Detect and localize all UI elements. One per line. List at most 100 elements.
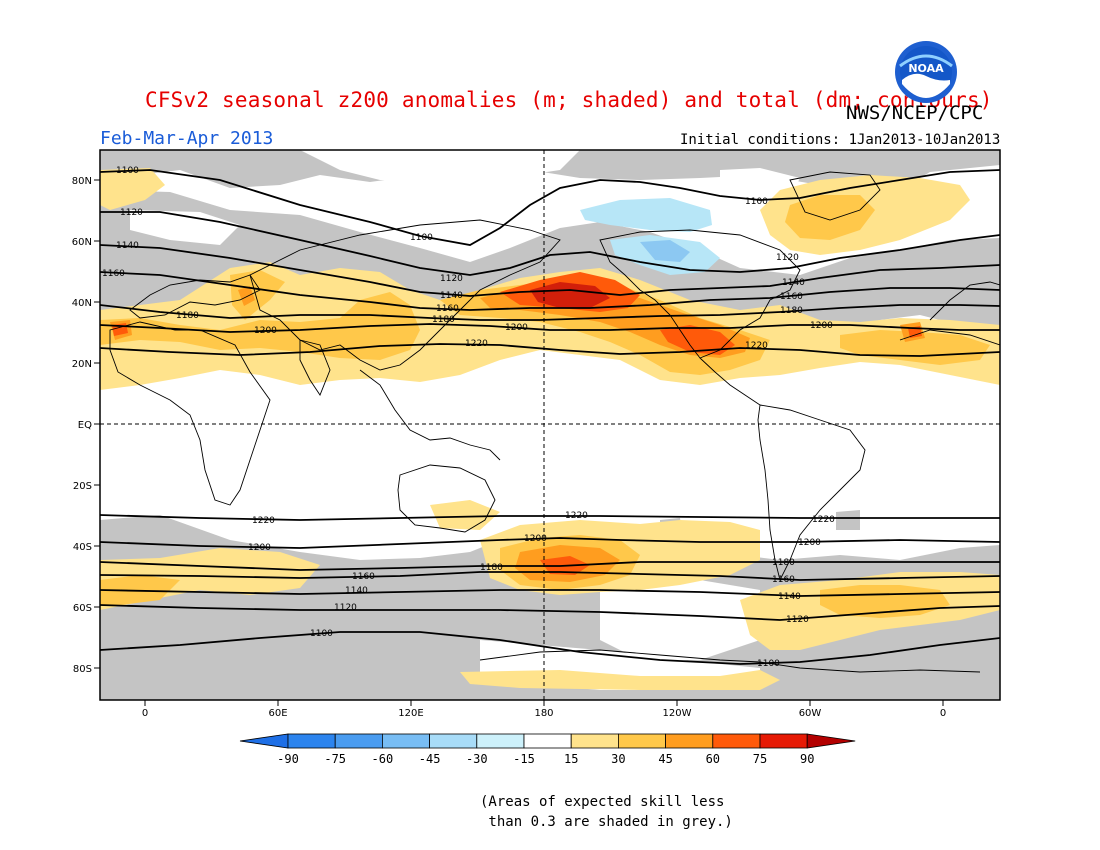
coastlines — [109, 171, 1000, 673]
contour-label: 1140 — [345, 586, 368, 596]
contour-label: 1220 — [465, 339, 488, 349]
legend-swatch — [429, 733, 478, 749]
contour-label: 1180 — [480, 563, 503, 573]
legend-swatch — [381, 733, 430, 749]
contour-1180-sh — [100, 561, 1000, 571]
contour-label: 1200 — [248, 543, 271, 553]
legend-tick-label: -30 — [466, 752, 488, 766]
legend-tick-label: -75 — [324, 752, 346, 766]
contour-label: 1140 — [116, 241, 139, 251]
contour-label: 1220 — [252, 516, 275, 526]
map-plot-area — [100, 150, 1000, 700]
contour-label: 1180 — [780, 306, 803, 316]
legend-swatch — [618, 733, 667, 749]
africa-outline — [109, 321, 271, 506]
latitude-axis: 80N 60N 40N 20N EQ 20S 40S 60S 80S — [72, 176, 100, 675]
contour-label: 1180 — [772, 558, 795, 568]
contour-1100-sh — [100, 631, 1000, 665]
lat-label: 80S — [73, 664, 92, 675]
antarctica-outline — [479, 649, 981, 673]
legend-swatch — [334, 733, 383, 749]
contour-label: 1200 — [524, 534, 547, 544]
lat-label: 80N — [72, 176, 92, 187]
contour-label: 1140 — [778, 592, 801, 602]
legend-tick-label: -60 — [372, 752, 394, 766]
contour-label: 1120 — [786, 615, 809, 625]
agency-label: NWS/NCEP/CPC — [846, 102, 984, 124]
legend-tick-label: -90 — [277, 752, 299, 766]
contour-label: 1220 — [812, 515, 835, 525]
europe-outline — [129, 274, 261, 319]
contour-1100-nh — [100, 169, 1000, 246]
plot-frame — [99, 149, 1001, 701]
contour-label: 1160 — [436, 304, 459, 314]
longitude-axis: 0 60E 120E 180 120W 60W 0 — [142, 700, 946, 719]
lon-label: 120E — [398, 708, 423, 719]
lat-label: 40S — [73, 542, 92, 553]
legend-swatch — [759, 733, 808, 749]
asia-outline — [249, 219, 561, 371]
legend-arrow-high — [806, 733, 856, 749]
legend-swatch — [570, 733, 619, 749]
lat-label: 60S — [73, 603, 92, 614]
contour-label: 1160 — [352, 572, 375, 582]
contour-label: 1220 — [745, 341, 768, 351]
contour-label: 1180 — [432, 315, 455, 325]
contour-label: 1200 — [254, 326, 277, 336]
contour-1140-sh — [100, 589, 1000, 597]
legend-tick-label: 75 — [753, 752, 767, 766]
contour-label: 1100 — [310, 629, 333, 639]
legend-swatch — [665, 733, 714, 749]
contour-label: 1120 — [440, 274, 463, 284]
lon-label: 180 — [534, 708, 553, 719]
height-contours — [100, 169, 1000, 665]
legend-arrow-low — [239, 733, 289, 749]
lat-label: 40N — [72, 298, 92, 309]
legend-swatch — [476, 733, 525, 749]
contour-label: 1120 — [120, 208, 143, 218]
lon-label: 60E — [268, 708, 287, 719]
lat-label: 60N — [72, 237, 92, 248]
australia-outline — [397, 464, 496, 533]
lat-label: 20N — [72, 359, 92, 370]
contour-label: 1220 — [565, 511, 588, 521]
positive-anomaly-75-90 — [530, 282, 610, 308]
contour-label: 1160 — [772, 575, 795, 585]
contour-label: 1160 — [780, 292, 803, 302]
contour-label: 1180 — [176, 311, 199, 321]
contour-labels: 1100 1120 1140 1160 1180 1200 1220 1100 … — [102, 166, 835, 669]
contour-label: 1100 — [745, 197, 768, 207]
lon-label: 0 — [142, 708, 148, 719]
central-america-outline — [699, 357, 761, 406]
greenland-outline — [789, 171, 881, 221]
legend-tick-label: 15 — [564, 752, 578, 766]
logo-text: NOAA — [908, 62, 944, 75]
south-america-outline — [757, 404, 866, 582]
contour-1180-nh — [100, 304, 1000, 321]
negative-anomaly-areas — [580, 198, 720, 275]
contour-1200-nh — [100, 323, 1000, 333]
contour-label: 1100 — [410, 233, 433, 243]
contour-label: 1140 — [440, 291, 463, 301]
contour-1140-nh — [100, 244, 1000, 297]
skill-note: (Areas of expected skill less than 0.3 a… — [480, 794, 733, 830]
contour-1220-sh — [100, 514, 1000, 521]
contour-label: 1160 — [102, 269, 125, 279]
lon-label: 120W — [663, 708, 692, 719]
lat-label: EQ — [78, 420, 92, 431]
se-asia-outline — [359, 369, 501, 461]
legend-tick-label: -15 — [513, 752, 535, 766]
contour-label: 1140 — [782, 278, 805, 288]
contour-label: 1200 — [810, 321, 833, 331]
contour-label: 1120 — [776, 253, 799, 263]
initial-conditions-label: Initial conditions: 1Jan2013-10Jan2013 — [680, 132, 1001, 148]
color-legend: -90 -75 -60 -45 -30 -15 15 30 45 60 75 90 — [239, 733, 856, 766]
legend-tick-label: 90 — [800, 752, 814, 766]
contour-1120-nh — [100, 211, 1000, 276]
africa-right-outline — [899, 329, 1000, 346]
legend-tick-label: 60 — [706, 752, 720, 766]
contour-label: 1100 — [116, 166, 139, 176]
legend-tick-label: 45 — [658, 752, 672, 766]
contour-1120-sh — [100, 604, 1000, 621]
